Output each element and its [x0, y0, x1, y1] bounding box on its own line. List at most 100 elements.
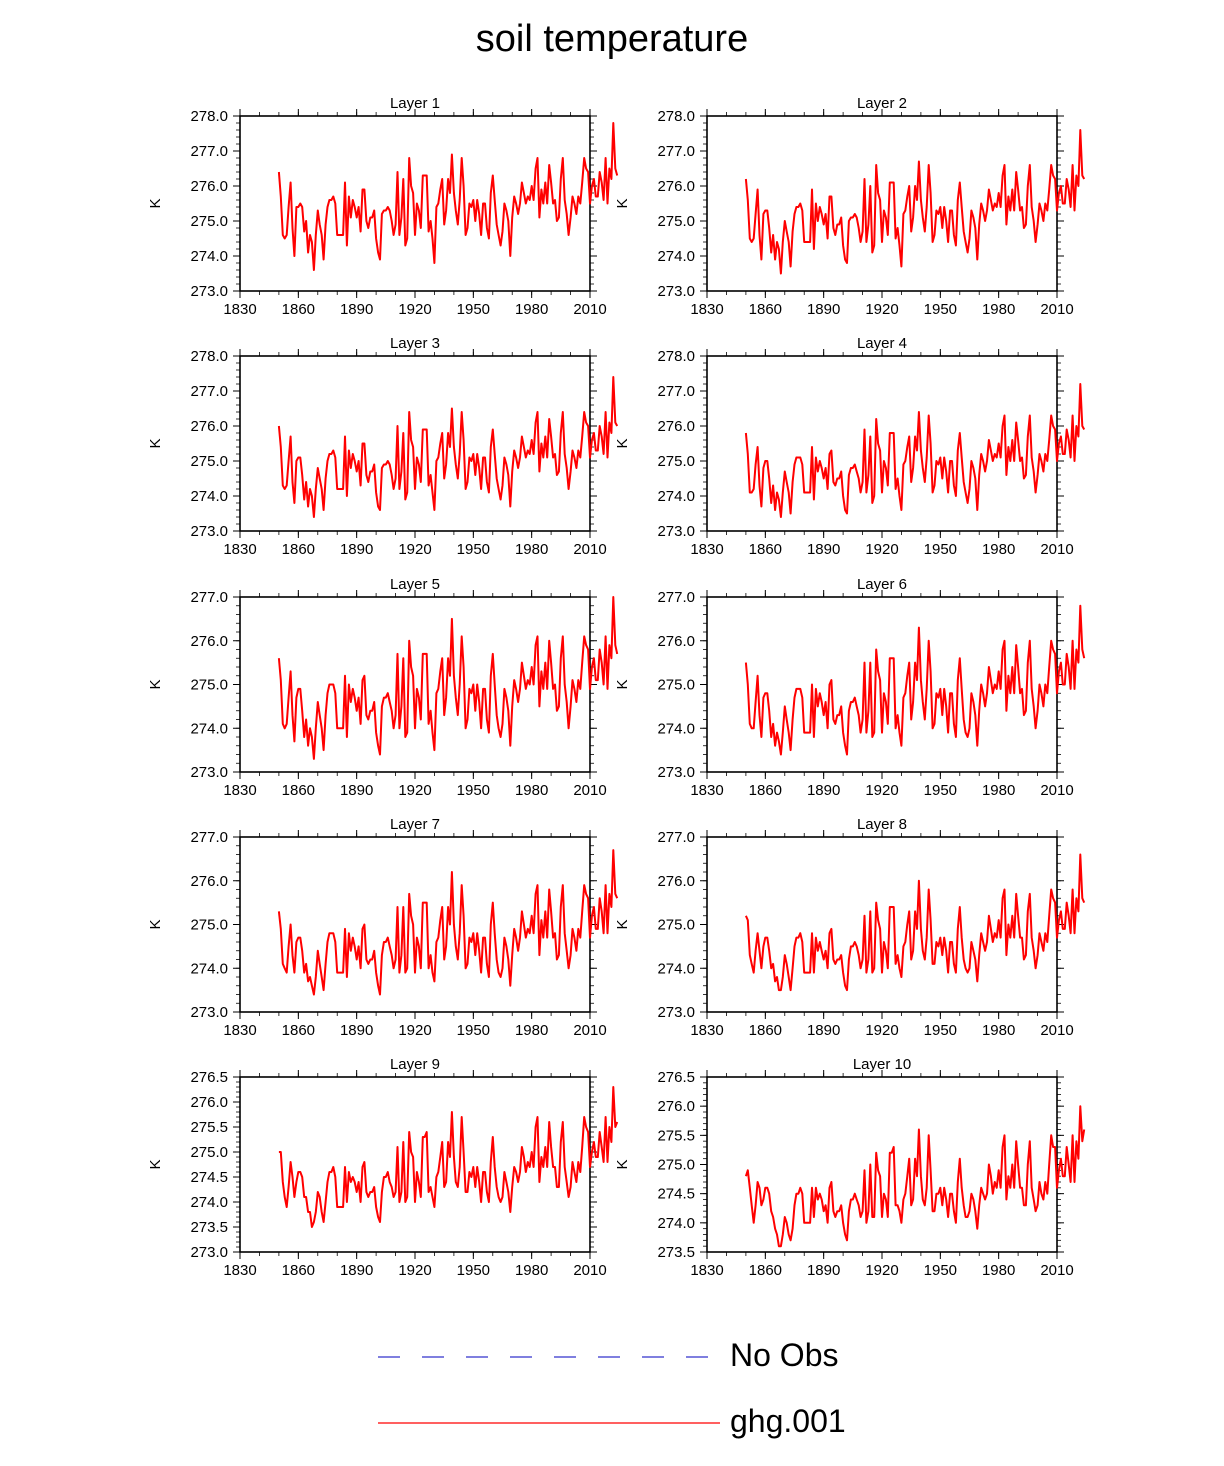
panel-layer-8: Layer 8 K 1830 1860 1890 1920 1950 1980 2010 273.…	[614, 816, 1086, 1039]
y-axis-label: K	[614, 438, 631, 448]
x-tick-label: 1980	[982, 301, 1015, 318]
x-tick-label: 1980	[515, 541, 548, 558]
y-tick-label: 274.0	[657, 1215, 695, 1232]
x-tick-label: 1890	[807, 301, 840, 318]
x-tick-label: 1950	[924, 782, 957, 799]
y-tick-label: 277.0	[190, 143, 228, 160]
x-tick-label: 2010	[1040, 1262, 1073, 1279]
y-tick-label: 274.0	[190, 720, 228, 737]
panel-layer-7: Layer 7 K 1830 1860 1890 1920 1950 1980 2010 273.…	[147, 816, 619, 1039]
y-tick-label: 275.0	[190, 677, 228, 694]
y-tick-label: 278.0	[190, 348, 228, 365]
y-tick-label: 274.0	[190, 960, 228, 977]
panel-layer-4: Layer 4 K 1830 1860 1890 1920 1950 1980 2010 273.…	[614, 335, 1086, 558]
y-tick-label: 273.0	[190, 283, 228, 300]
y-axis-label: K	[614, 1159, 631, 1169]
x-tick-label: 1920	[865, 301, 898, 318]
series-line	[744, 129, 1086, 275]
x-tick-label: 1890	[340, 1262, 373, 1279]
x-tick-label: 1860	[749, 301, 782, 318]
plot-frame	[239, 596, 591, 773]
x-tick-label: 1890	[807, 1262, 840, 1279]
x-tick-label: 1890	[340, 782, 373, 799]
series-line	[277, 596, 619, 760]
panel-title: Layer 8	[857, 816, 907, 833]
y-tick-label: 273.0	[657, 764, 695, 781]
x-tick-label: 2010	[573, 301, 606, 318]
panel-title: Layer 3	[390, 335, 440, 352]
y-tick-label: 277.0	[190, 589, 228, 606]
series-line	[744, 604, 1086, 756]
y-tick-label: 276.0	[657, 1098, 695, 1115]
panel-title: Layer 6	[857, 576, 907, 593]
y-tick-label: 277.0	[657, 383, 695, 400]
y-tick-label: 273.0	[190, 523, 228, 540]
y-axis-label: K	[147, 679, 164, 689]
figure-title: soil temperature	[475, 18, 749, 60]
plot-frame	[706, 596, 1058, 773]
series-line	[744, 1105, 1086, 1248]
x-tick-label: 1890	[340, 541, 373, 558]
y-tick-label: 275.5	[657, 1127, 695, 1144]
x-tick-label: 2010	[1040, 301, 1073, 318]
y-tick-label: 276.0	[190, 1094, 228, 1111]
y-tick-label: 275.5	[190, 1119, 228, 1136]
y-tick-label: 275.0	[190, 453, 228, 470]
y-tick-label: 273.5	[190, 1219, 228, 1236]
x-tick-label: 1890	[807, 1022, 840, 1039]
y-tick-label: 274.0	[190, 488, 228, 505]
y-tick-label: 276.5	[657, 1069, 695, 1086]
x-tick-label: 1830	[223, 301, 256, 318]
y-tick-label: 275.0	[657, 453, 695, 470]
series-line	[277, 849, 619, 996]
x-tick-label: 1980	[515, 1022, 548, 1039]
x-tick-label: 1920	[398, 1022, 431, 1039]
panel-layer-10: Layer 10 K 1830 1860 1890 1920 1950 1980 2010 273…	[614, 1056, 1086, 1279]
series-line	[277, 376, 619, 518]
x-tick-label: 1980	[982, 541, 1015, 558]
x-tick-label: 2010	[1040, 541, 1073, 558]
y-tick-label: 277.0	[657, 589, 695, 606]
legend-swatch-dashed	[378, 1356, 713, 1358]
y-tick-label: 276.0	[190, 418, 228, 435]
y-tick-label: 273.0	[657, 1004, 695, 1021]
panel-layer-3: Layer 3 K 1830 1860 1890 1920 1950 1980 2010 273.…	[147, 335, 619, 558]
x-tick-label: 1950	[457, 782, 490, 799]
x-tick-label: 1860	[282, 782, 315, 799]
x-tick-label: 1890	[340, 301, 373, 318]
x-tick-label: 1950	[457, 541, 490, 558]
x-tick-label: 1920	[398, 782, 431, 799]
x-tick-label: 1830	[223, 1262, 256, 1279]
x-tick-label: 1920	[865, 1262, 898, 1279]
panel-layer-1: Layer 1 K 1830 1860 1890 1920 1950 1980 2010 273.…	[147, 95, 619, 318]
legend-item-ghg: ghg.001	[378, 1401, 978, 1441]
x-tick-label: 1860	[282, 301, 315, 318]
x-tick-label: 1950	[924, 301, 957, 318]
x-tick-label: 2010	[573, 1262, 606, 1279]
series-line	[744, 853, 1086, 992]
x-tick-label: 1950	[924, 1262, 957, 1279]
panel-title: Layer 1	[390, 95, 440, 112]
panel-layer-9: Layer 9 K 1830 1860 1890 1920 1950 1980 2010 273.…	[147, 1056, 619, 1279]
y-tick-label: 275.0	[190, 1144, 228, 1161]
legend-label: No Obs	[730, 1337, 839, 1373]
x-tick-label: 1980	[982, 1262, 1015, 1279]
plot-frame	[239, 1076, 591, 1253]
y-tick-label: 277.0	[190, 383, 228, 400]
x-tick-label: 1950	[457, 1262, 490, 1279]
x-tick-label: 2010	[573, 782, 606, 799]
y-tick-label: 278.0	[657, 108, 695, 125]
y-tick-label: 275.0	[657, 917, 695, 934]
y-tick-label: 276.0	[657, 178, 695, 195]
y-axis-label: K	[614, 679, 631, 689]
x-tick-label: 2010	[573, 1022, 606, 1039]
y-tick-label: 278.0	[657, 348, 695, 365]
panel-title: Layer 5	[390, 576, 440, 593]
legend-item-no-obs: No Obs	[378, 1335, 978, 1375]
x-tick-label: 1830	[223, 782, 256, 799]
x-tick-label: 2010	[1040, 1022, 1073, 1039]
y-tick-label: 274.0	[190, 1194, 228, 1211]
x-tick-label: 1890	[807, 782, 840, 799]
y-tick-label: 274.5	[190, 1169, 228, 1186]
x-tick-label: 1920	[398, 541, 431, 558]
